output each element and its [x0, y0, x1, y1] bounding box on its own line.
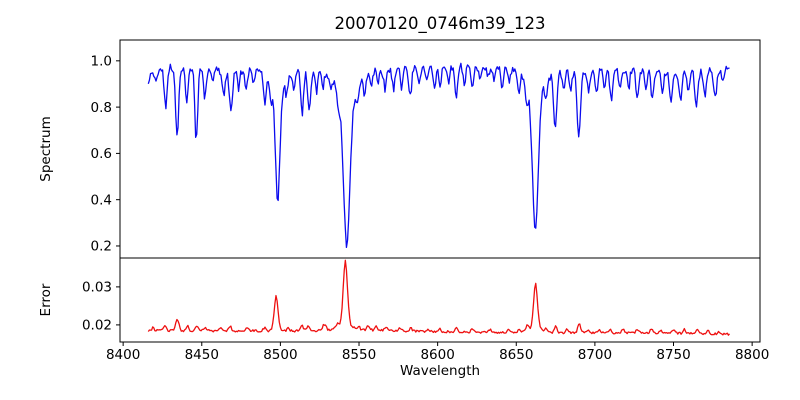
x-tick-label: 8500 — [263, 347, 297, 363]
x-tick-label: 8750 — [656, 347, 690, 363]
x-tick-label: 8450 — [185, 347, 219, 363]
x-axis-label: Wavelength — [400, 363, 480, 379]
chart-title: 20070120_0746m39_123 — [334, 14, 545, 34]
spectrum-y-tick-label: 0.4 — [91, 192, 112, 208]
error-y-tick-label: 0.02 — [82, 318, 112, 334]
x-tick-label: 8600 — [420, 347, 454, 363]
spectrum-y-tick-label: 0.2 — [91, 239, 112, 255]
y-axis-label-error: Error — [38, 283, 54, 316]
error-y-tick-label: 0.03 — [82, 280, 112, 296]
spectrum-panel-border — [119, 39, 761, 259]
spectrum-y-tick-label: 1.0 — [91, 54, 112, 70]
x-tick-label: 8400 — [106, 347, 140, 363]
y-axis-label-spectrum: Spectrum — [38, 116, 54, 181]
error-panel-border — [119, 257, 761, 343]
x-tick-label: 8550 — [342, 347, 376, 363]
x-tick-label: 8700 — [578, 347, 612, 363]
spectrum-y-tick-label: 0.6 — [91, 146, 112, 162]
x-tick-label: 8650 — [499, 347, 533, 363]
error-line — [147, 259, 730, 336]
spectrum-line — [147, 62, 730, 249]
spectrum-y-tick-label: 0.8 — [91, 100, 112, 116]
x-tick-label: 8800 — [735, 347, 769, 363]
